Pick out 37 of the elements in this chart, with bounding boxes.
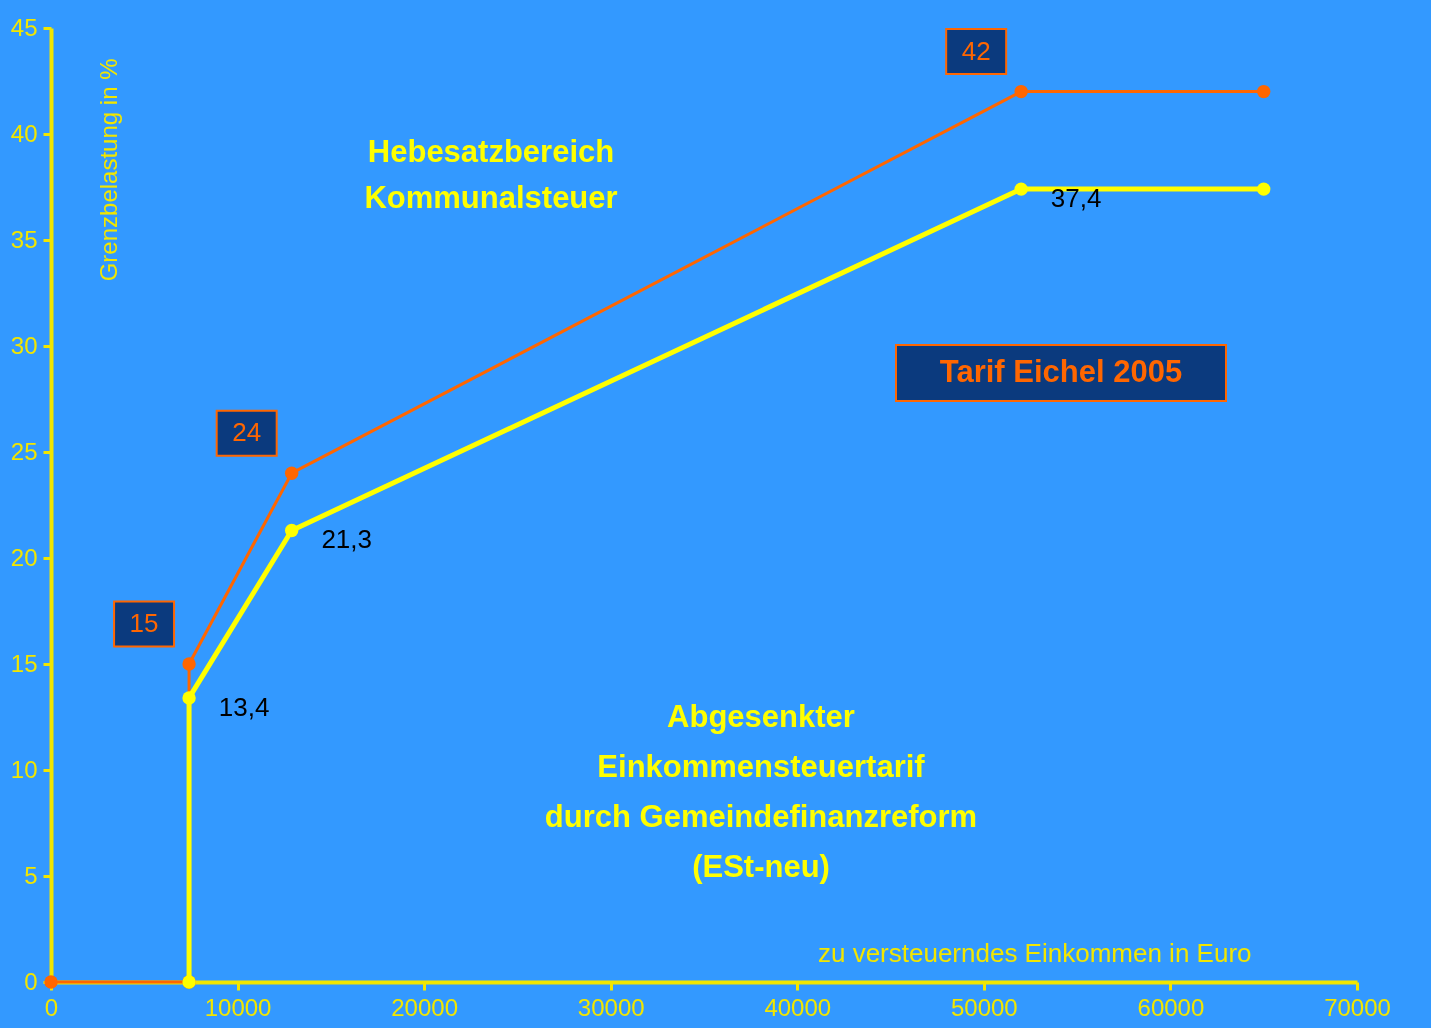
point xyxy=(1014,182,1028,196)
y-axis-title: Grenzbelastung in % xyxy=(94,58,122,282)
x-tick-label: 10000 xyxy=(204,993,272,1021)
x-axis-title: zu versteuerndes Einkommen in Euro xyxy=(817,937,1252,968)
point xyxy=(1257,84,1271,99)
x-tick-label: 0 xyxy=(44,993,59,1021)
x-tick-label: 30000 xyxy=(577,993,645,1021)
y-tick-label: 30 xyxy=(10,331,38,359)
text: Tarif Eichel 2005 xyxy=(939,354,1183,389)
point xyxy=(284,466,299,480)
data-label: 15 xyxy=(129,608,159,638)
x-tick-label: 50000 xyxy=(950,993,1018,1021)
data-label: 37,4 xyxy=(1050,183,1102,214)
data-label: 24 xyxy=(232,417,262,448)
data-label: 42 xyxy=(961,35,991,66)
data-label: 13,4 xyxy=(218,691,270,722)
x-tick-label: 40000 xyxy=(764,993,832,1021)
x-tick-label: 20000 xyxy=(391,993,459,1021)
y-tick-label: 35 xyxy=(10,225,38,253)
x-tick-label: 60000 xyxy=(1137,993,1205,1021)
y-tick-label: 25 xyxy=(10,437,38,465)
text: Abgesenkter Einkommensteuertarif durch Gemeindefinanzreform (ESt-neu) xyxy=(544,699,978,884)
x-tick-label: 70000 xyxy=(1324,993,1391,1021)
data-label: 21,3 xyxy=(321,524,372,555)
point xyxy=(182,657,196,671)
y-tick-label: 5 xyxy=(24,861,38,889)
y-tick-label: 40 xyxy=(10,119,38,147)
y-tick-label: 45 xyxy=(10,13,38,41)
y-tick-label: 10 xyxy=(10,755,38,783)
point xyxy=(1257,182,1271,196)
y-tick-label: 0 xyxy=(24,967,38,995)
point xyxy=(284,523,299,538)
point xyxy=(1014,84,1028,99)
y-tick-label: 15 xyxy=(10,649,38,677)
annotation: Hebesatzbereich Kommunalsteuer xyxy=(364,134,618,215)
y-tick-label: 20 xyxy=(10,543,38,571)
point xyxy=(182,691,196,705)
